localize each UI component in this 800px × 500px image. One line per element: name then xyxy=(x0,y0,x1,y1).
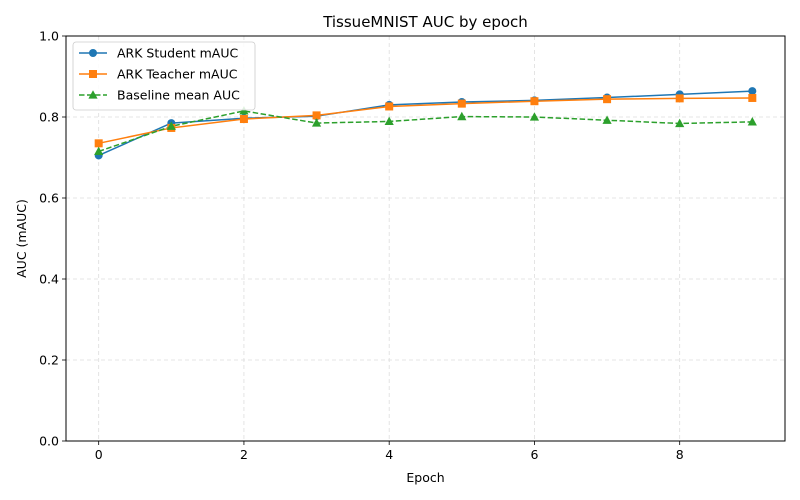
data-point xyxy=(94,139,103,148)
data-point xyxy=(747,117,757,126)
data-point xyxy=(530,97,539,106)
axis-ticks: 0 2 4 6 8 0.0 0.2 0.4 0.6 0.8 1.0 xyxy=(39,29,684,463)
legend: ARK Student mAUC ARK Teacher mAUC Baseline… xyxy=(72,41,256,111)
y-axis-label: AUC (mAUC) xyxy=(14,199,29,278)
series-line-1 xyxy=(98,97,753,145)
legend-marker xyxy=(88,90,98,99)
data-point xyxy=(384,116,394,126)
data-point xyxy=(603,95,612,104)
data-point xyxy=(457,99,466,108)
series-lines xyxy=(98,90,753,157)
data-point xyxy=(311,118,322,127)
series-markers xyxy=(94,87,757,160)
series-line-0 xyxy=(98,90,753,157)
legend-label: ARK Student mAUC xyxy=(117,46,238,61)
legend-label: ARK Teacher mAUC xyxy=(117,67,238,82)
data-point xyxy=(748,87,757,96)
data-point xyxy=(166,121,176,130)
data-point xyxy=(94,146,104,156)
data-point xyxy=(675,94,684,103)
series-line-2 xyxy=(98,110,753,153)
data-point xyxy=(385,102,394,111)
x-tick-label: 2 xyxy=(240,447,248,462)
legend-marker xyxy=(89,49,97,57)
legend-label: Baseline mean AUC xyxy=(117,88,240,103)
data-point xyxy=(239,115,248,124)
x-tick-label: 4 xyxy=(385,447,393,462)
x-axis-label: Epoch xyxy=(406,470,444,485)
y-tick-label: 0.4 xyxy=(39,272,59,287)
plot-frame xyxy=(65,35,786,442)
data-point xyxy=(602,115,612,124)
y-tick-label: 0.8 xyxy=(39,110,59,125)
x-tick-label: 0 xyxy=(95,447,103,462)
data-point xyxy=(312,111,321,120)
y-tick-label: 1.0 xyxy=(39,29,59,44)
data-point xyxy=(675,118,685,128)
data-point xyxy=(457,111,467,121)
data-point xyxy=(748,93,757,102)
y-tick-label: 0.0 xyxy=(39,434,59,449)
legend-marker xyxy=(89,70,97,78)
y-tick-label: 0.6 xyxy=(39,191,59,206)
legend-box xyxy=(72,41,256,111)
x-tick-label: 8 xyxy=(676,447,684,462)
chart-title: TissueMNIST AUC by epoch xyxy=(322,13,528,31)
y-tick-label: 0.2 xyxy=(39,353,59,368)
x-tick-label: 6 xyxy=(530,447,538,462)
data-point xyxy=(529,112,540,121)
